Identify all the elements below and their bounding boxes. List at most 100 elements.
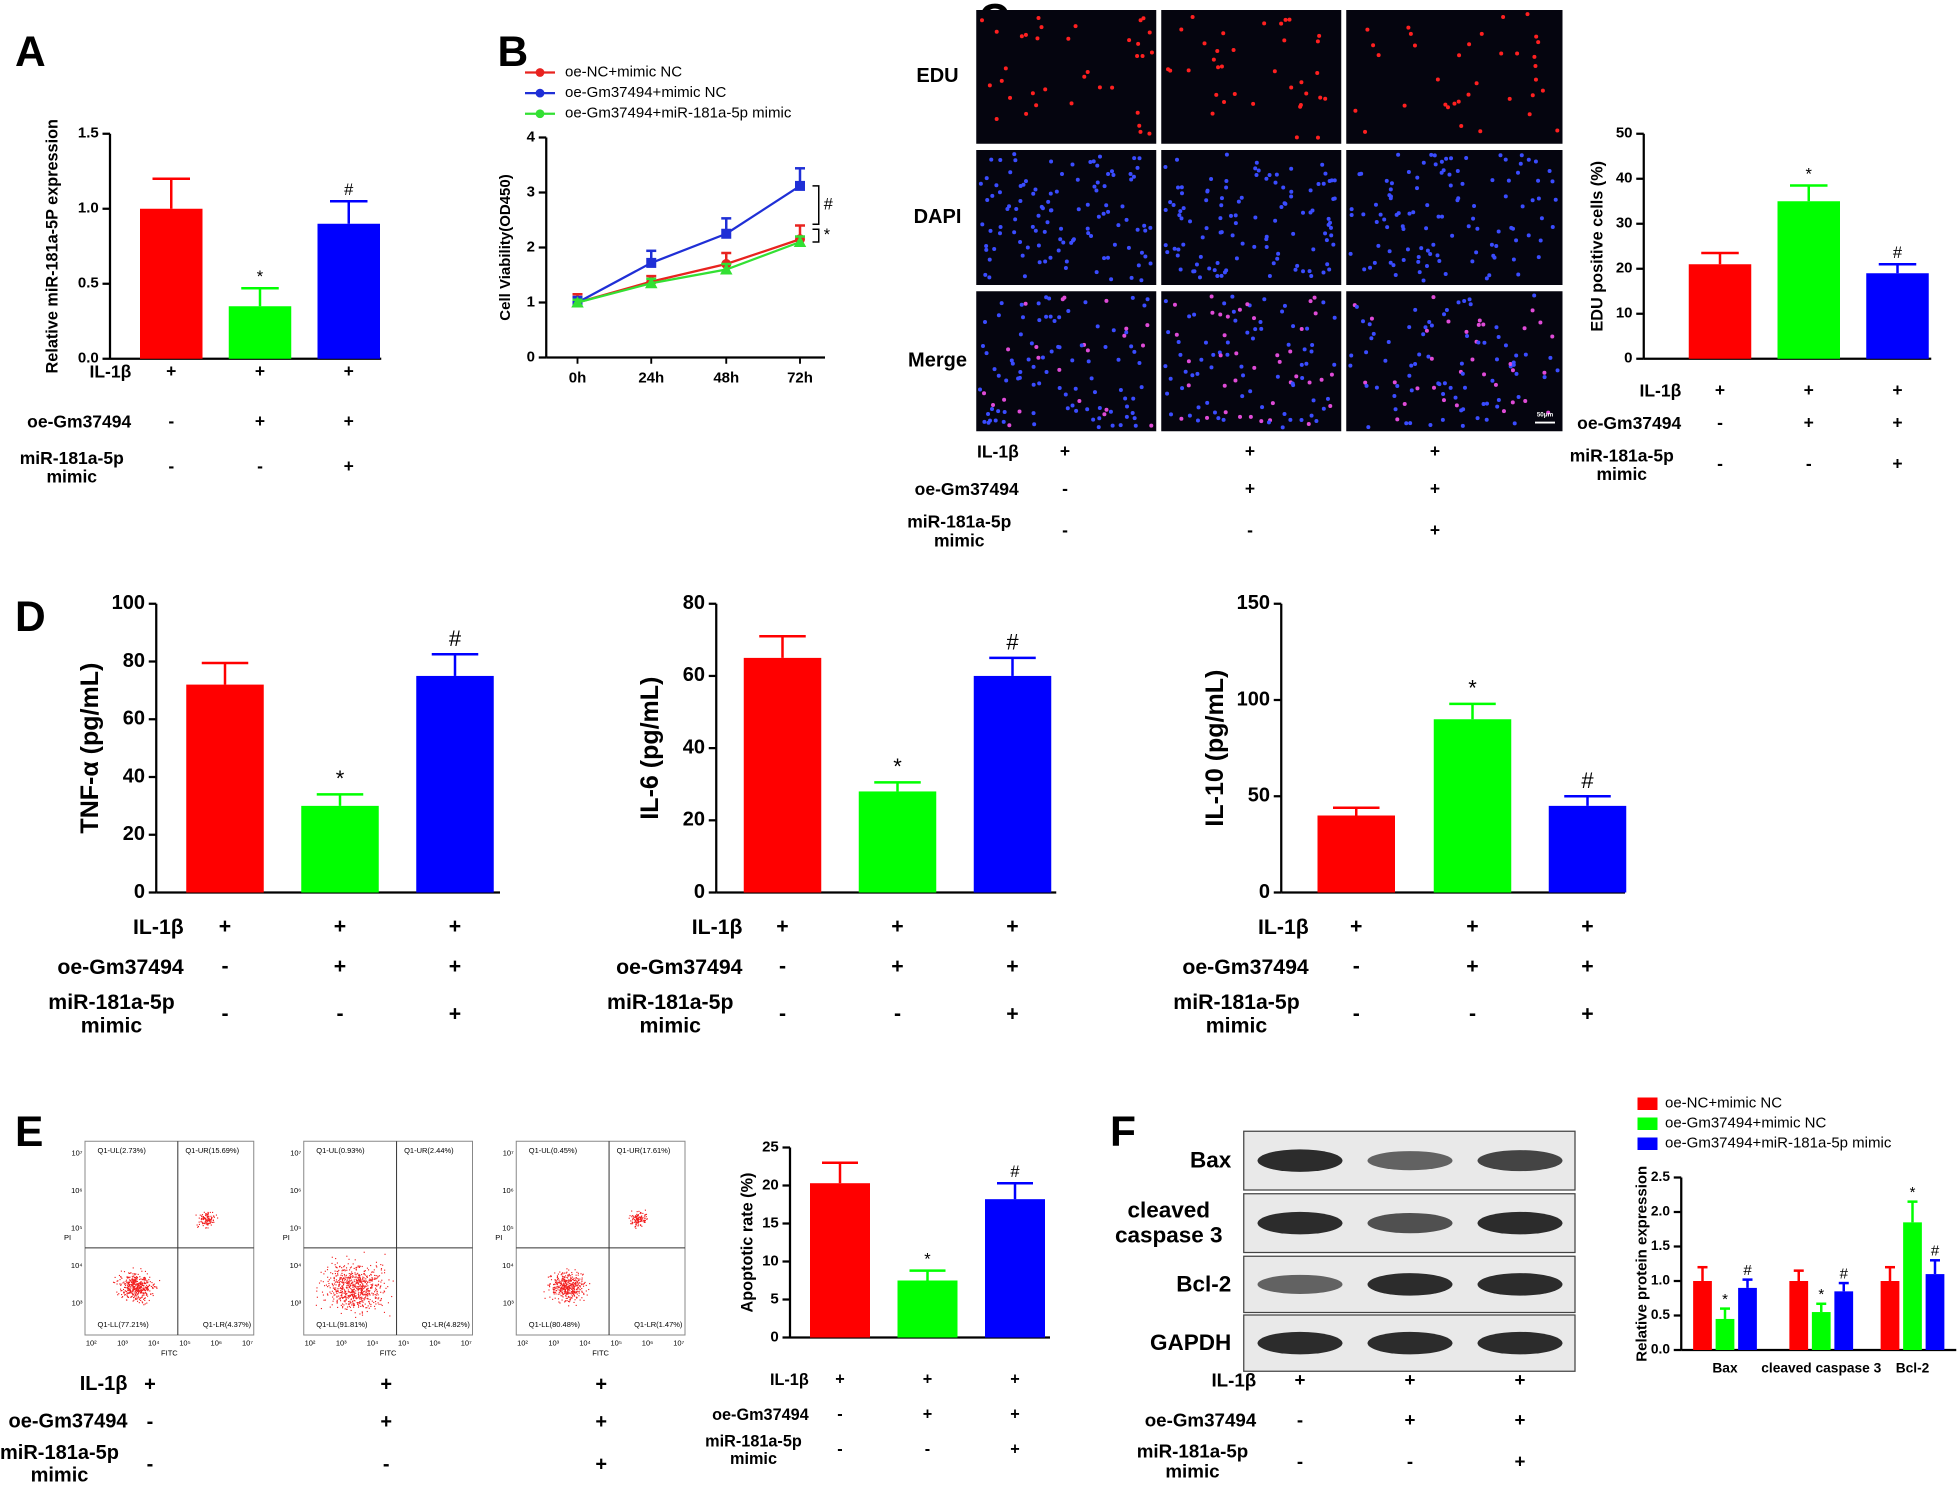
flow-event: [366, 1293, 369, 1295]
flow-event: [359, 1274, 361, 1276]
cell-dot: [1018, 240, 1023, 245]
flow-event: [579, 1278, 581, 1280]
flow-event: [350, 1266, 353, 1268]
condition-label: miR-181a-5p mimic: [0, 1442, 119, 1487]
flow-event: [583, 1283, 585, 1285]
flow-event: [575, 1281, 577, 1283]
cell-dot: [978, 181, 983, 186]
cell-dot: [1472, 204, 1477, 209]
flow-event: [568, 1273, 570, 1275]
cell-dot: [1149, 50, 1154, 55]
cell-dot: [1240, 241, 1245, 246]
flow-event: [387, 1302, 389, 1304]
flow-event: [137, 1286, 139, 1288]
flow-event: [212, 1221, 214, 1224]
flow-event: [565, 1281, 567, 1283]
cell-dot: [1014, 207, 1019, 212]
flow-event: [380, 1297, 382, 1300]
cell-dot: [1288, 417, 1293, 422]
flow-event: [571, 1291, 573, 1293]
flow-event: [367, 1285, 369, 1287]
flow-event: [354, 1300, 356, 1302]
flow-event: [557, 1286, 559, 1288]
cell-dot: [1176, 247, 1181, 252]
flow-event: [341, 1270, 343, 1272]
flow-event: [564, 1301, 566, 1303]
cell-dot: [1424, 226, 1429, 231]
cell-dot: [1004, 378, 1009, 383]
flow-event: [117, 1280, 119, 1282]
flow-event: [572, 1287, 574, 1289]
flow-event: [340, 1304, 342, 1306]
cell-dot: [1393, 407, 1398, 412]
flow-event: [567, 1275, 569, 1277]
condition-label-wrap: oe-Gm37494: [0, 398, 131, 447]
cell-dot: [1191, 269, 1196, 274]
flow-event: [567, 1300, 570, 1302]
blot-band: [1367, 1273, 1453, 1296]
cell-dot: [1428, 423, 1433, 428]
flow-event: [343, 1292, 345, 1294]
cell-dot: [1282, 411, 1287, 416]
cell-dot: [1136, 41, 1141, 46]
flow-event: [333, 1292, 335, 1294]
flow-event: [556, 1279, 558, 1281]
flow-event: [335, 1266, 337, 1268]
flow-event: [565, 1272, 567, 1274]
flow-event: [206, 1224, 209, 1226]
significance-mark: #: [1010, 1163, 1020, 1181]
condition-sign: -: [1806, 454, 1812, 474]
cell-dot: [1238, 414, 1243, 419]
flow-event: [543, 1291, 545, 1293]
y-axis-label-wrap: Cell Viability(OD450): [487, 119, 526, 377]
flow-event: [565, 1295, 567, 1297]
flow-event: [563, 1280, 566, 1282]
point: [721, 228, 732, 239]
flow-event: [581, 1274, 584, 1276]
micrograph: [1161, 150, 1342, 285]
condition-label: miR-181a-5p mimic: [907, 510, 1012, 550]
flow-event: [555, 1293, 557, 1295]
flow-event: [126, 1296, 128, 1298]
condition-label: IL-1β: [132, 914, 184, 939]
bar: [810, 1183, 870, 1338]
condition-label-wrap: oe-Gm37494: [1524, 399, 1681, 448]
flow-event: [210, 1221, 212, 1223]
cell-dot: [1415, 386, 1420, 391]
cell-dot: [1364, 350, 1369, 355]
significance-mark: *: [1806, 165, 1813, 183]
flow-event: [123, 1291, 125, 1293]
flow-event: [349, 1267, 352, 1269]
flow-event: [365, 1285, 367, 1287]
flow-event: [644, 1220, 646, 1222]
condition-sign: -: [837, 1440, 842, 1458]
flow-event: [341, 1281, 343, 1283]
cell-dot: [1501, 409, 1506, 414]
flow-event: [370, 1274, 372, 1276]
flow-event: [333, 1294, 335, 1296]
cell-dot: [1532, 54, 1537, 59]
y-axis-label: Relative protein expression: [1632, 1165, 1651, 1362]
micrograph: [976, 150, 1157, 285]
flow-event: [634, 1226, 636, 1228]
flow-event: [641, 1215, 643, 1217]
flow-event: [133, 1292, 135, 1294]
cell-dot: [1376, 243, 1381, 248]
flow-event: [635, 1221, 637, 1223]
flow-event: [150, 1285, 152, 1288]
flow-event: [563, 1283, 565, 1285]
flow-event: [565, 1287, 567, 1289]
flow-event: [127, 1292, 130, 1294]
cell-dot: [1536, 196, 1541, 201]
cell-dot: [1354, 304, 1359, 309]
flow-event: [353, 1276, 355, 1278]
flow-event: [135, 1288, 137, 1290]
cell-dot: [1248, 414, 1253, 419]
condition-label: oe-Gm37494: [1144, 1409, 1257, 1431]
flow-event: [342, 1269, 344, 1271]
flow-event: [350, 1298, 352, 1301]
flow-event: [206, 1214, 208, 1216]
cell-dot: [1197, 275, 1202, 280]
flow-event: [563, 1290, 565, 1292]
flow-event: [345, 1294, 347, 1296]
